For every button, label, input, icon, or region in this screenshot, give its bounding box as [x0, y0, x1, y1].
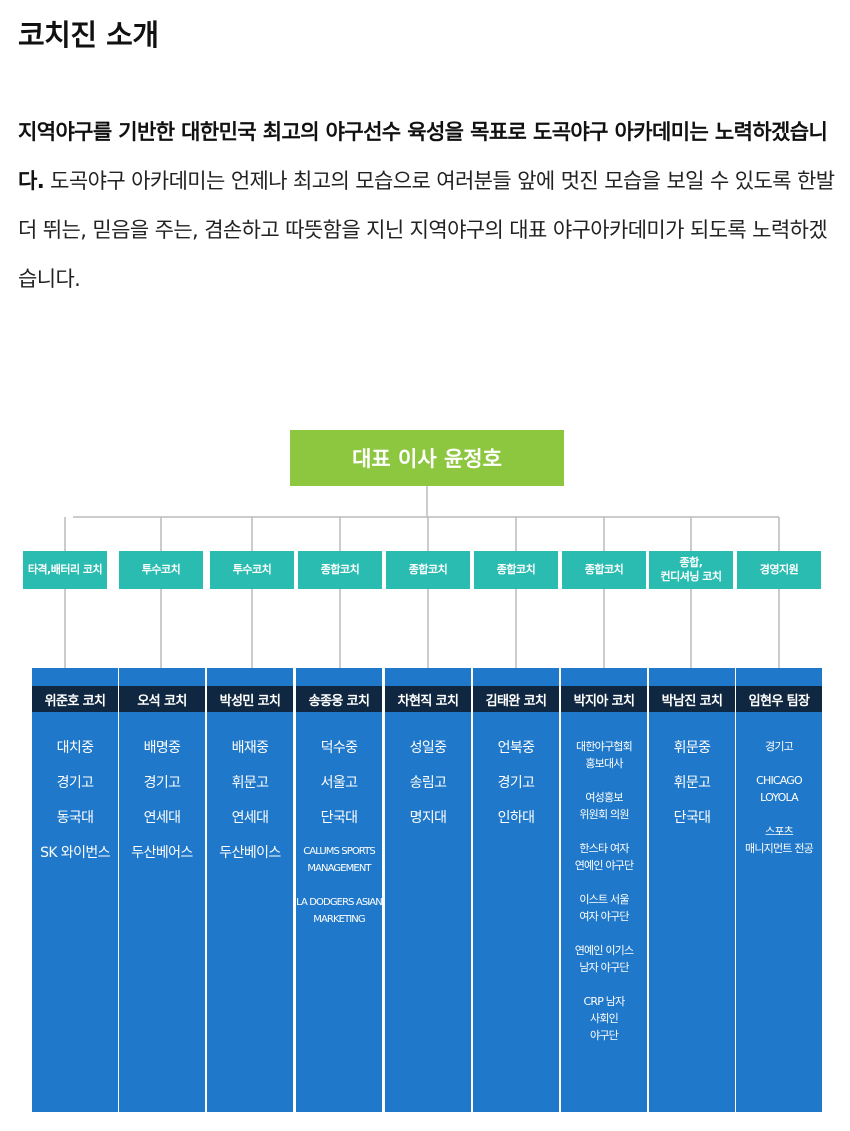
role-box: 투수코치: [210, 551, 294, 589]
coach-name: 김태완 코치: [473, 686, 559, 712]
career-item: 언북중: [497, 740, 535, 756]
role-box: 경영지원: [737, 551, 821, 589]
career-item: 연예인 이기스 남자 야구단: [574, 944, 634, 974]
page-title: 코치진 소개: [18, 18, 159, 52]
coach-name: 박지아 코치: [561, 686, 647, 712]
career-item: 대치중: [56, 740, 94, 756]
career-item: CRP 남자 사회인 야구단: [583, 995, 626, 1042]
career-item: 동국대: [56, 810, 94, 826]
intro-bold: 지역야구를 기반한 대한민국 최고의 야구선수 육성을 목표로 도곡야구 아카데…: [18, 120, 828, 193]
career-item: 휘문고: [673, 775, 711, 791]
career-item: 서울고: [320, 775, 358, 791]
career-item: CHICAGO LOYOLA: [756, 774, 803, 804]
career-item: 두산베이스: [219, 845, 281, 861]
coach-name: 송종웅 코치: [296, 686, 382, 712]
career-item: 경기고: [497, 775, 535, 791]
career-item: 경기고: [765, 740, 794, 753]
role-box: 종합코치: [386, 551, 470, 589]
coach-name: 박남진 코치: [649, 686, 735, 712]
career-item: 대한야구협회 홍보대사: [576, 740, 633, 770]
career-item: 경기고: [143, 775, 181, 791]
career-item: 연세대: [231, 810, 269, 826]
role-box: 타격,배터리 코치: [23, 551, 107, 589]
career-item: 휘문중: [673, 740, 711, 756]
coach-name: 임현우 팀장: [736, 686, 822, 712]
coach-name: 차현직 코치: [385, 686, 471, 712]
career-item: 덕수중: [320, 740, 358, 756]
role-box: 종합코치: [474, 551, 558, 589]
career-item: 여성홍보 위원회 의원: [579, 791, 629, 821]
career-item: 송림고: [409, 775, 447, 791]
intro-text: 도곡야구 아카데미는 언제나 최고의 모습으로 여러분들 앞에 멋진 모습을 보…: [18, 169, 835, 291]
career-item: 이스트 서울 여자 야구단: [579, 893, 629, 923]
coach-career-list: 경기고 CHICAGO LOYOLA 스포츠 매니지먼트 전공: [736, 712, 822, 874]
career-item: 명지대: [409, 810, 447, 826]
career-item: 인하대: [497, 810, 535, 826]
role-box: 종합코치: [298, 551, 382, 589]
career-item: 배명중: [143, 740, 181, 756]
career-item: 두산베어스: [131, 845, 193, 861]
career-item: 경기고: [56, 775, 94, 791]
coach-name: 오석 코치: [119, 686, 205, 712]
career-item: 휘문고: [231, 775, 269, 791]
coach-name: 박성민 코치: [207, 686, 293, 712]
role-box: 종합, 컨디셔닝 코치: [649, 551, 733, 589]
career-item: 한스타 여자 연예인 야구단: [574, 842, 634, 872]
career-item: 단국대: [673, 810, 711, 826]
role-box: 종합코치: [562, 551, 646, 589]
career-item: 스포츠 매니지먼트 전공: [745, 825, 814, 855]
career-item: SK 와이번스: [40, 845, 110, 861]
career-item: 연세대: [143, 810, 181, 826]
role-box: 투수코치: [119, 551, 203, 589]
intro-paragraph: 지역야구를 기반한 대한민국 최고의 야구선수 육성을 목표로 도곡야구 아카데…: [18, 108, 838, 304]
career-item: 단국대: [320, 810, 358, 826]
ceo-box: 대표 이사 윤정호: [290, 430, 564, 486]
coach-name: 위준호 코치: [32, 686, 118, 712]
career-item: LA DODGERS ASIAN MARKETING: [296, 897, 383, 925]
career-item: 배재중: [231, 740, 269, 756]
career-item: CALUMS SPORTS MANAGEMENT: [303, 846, 376, 874]
career-item: 성일중: [409, 740, 447, 756]
